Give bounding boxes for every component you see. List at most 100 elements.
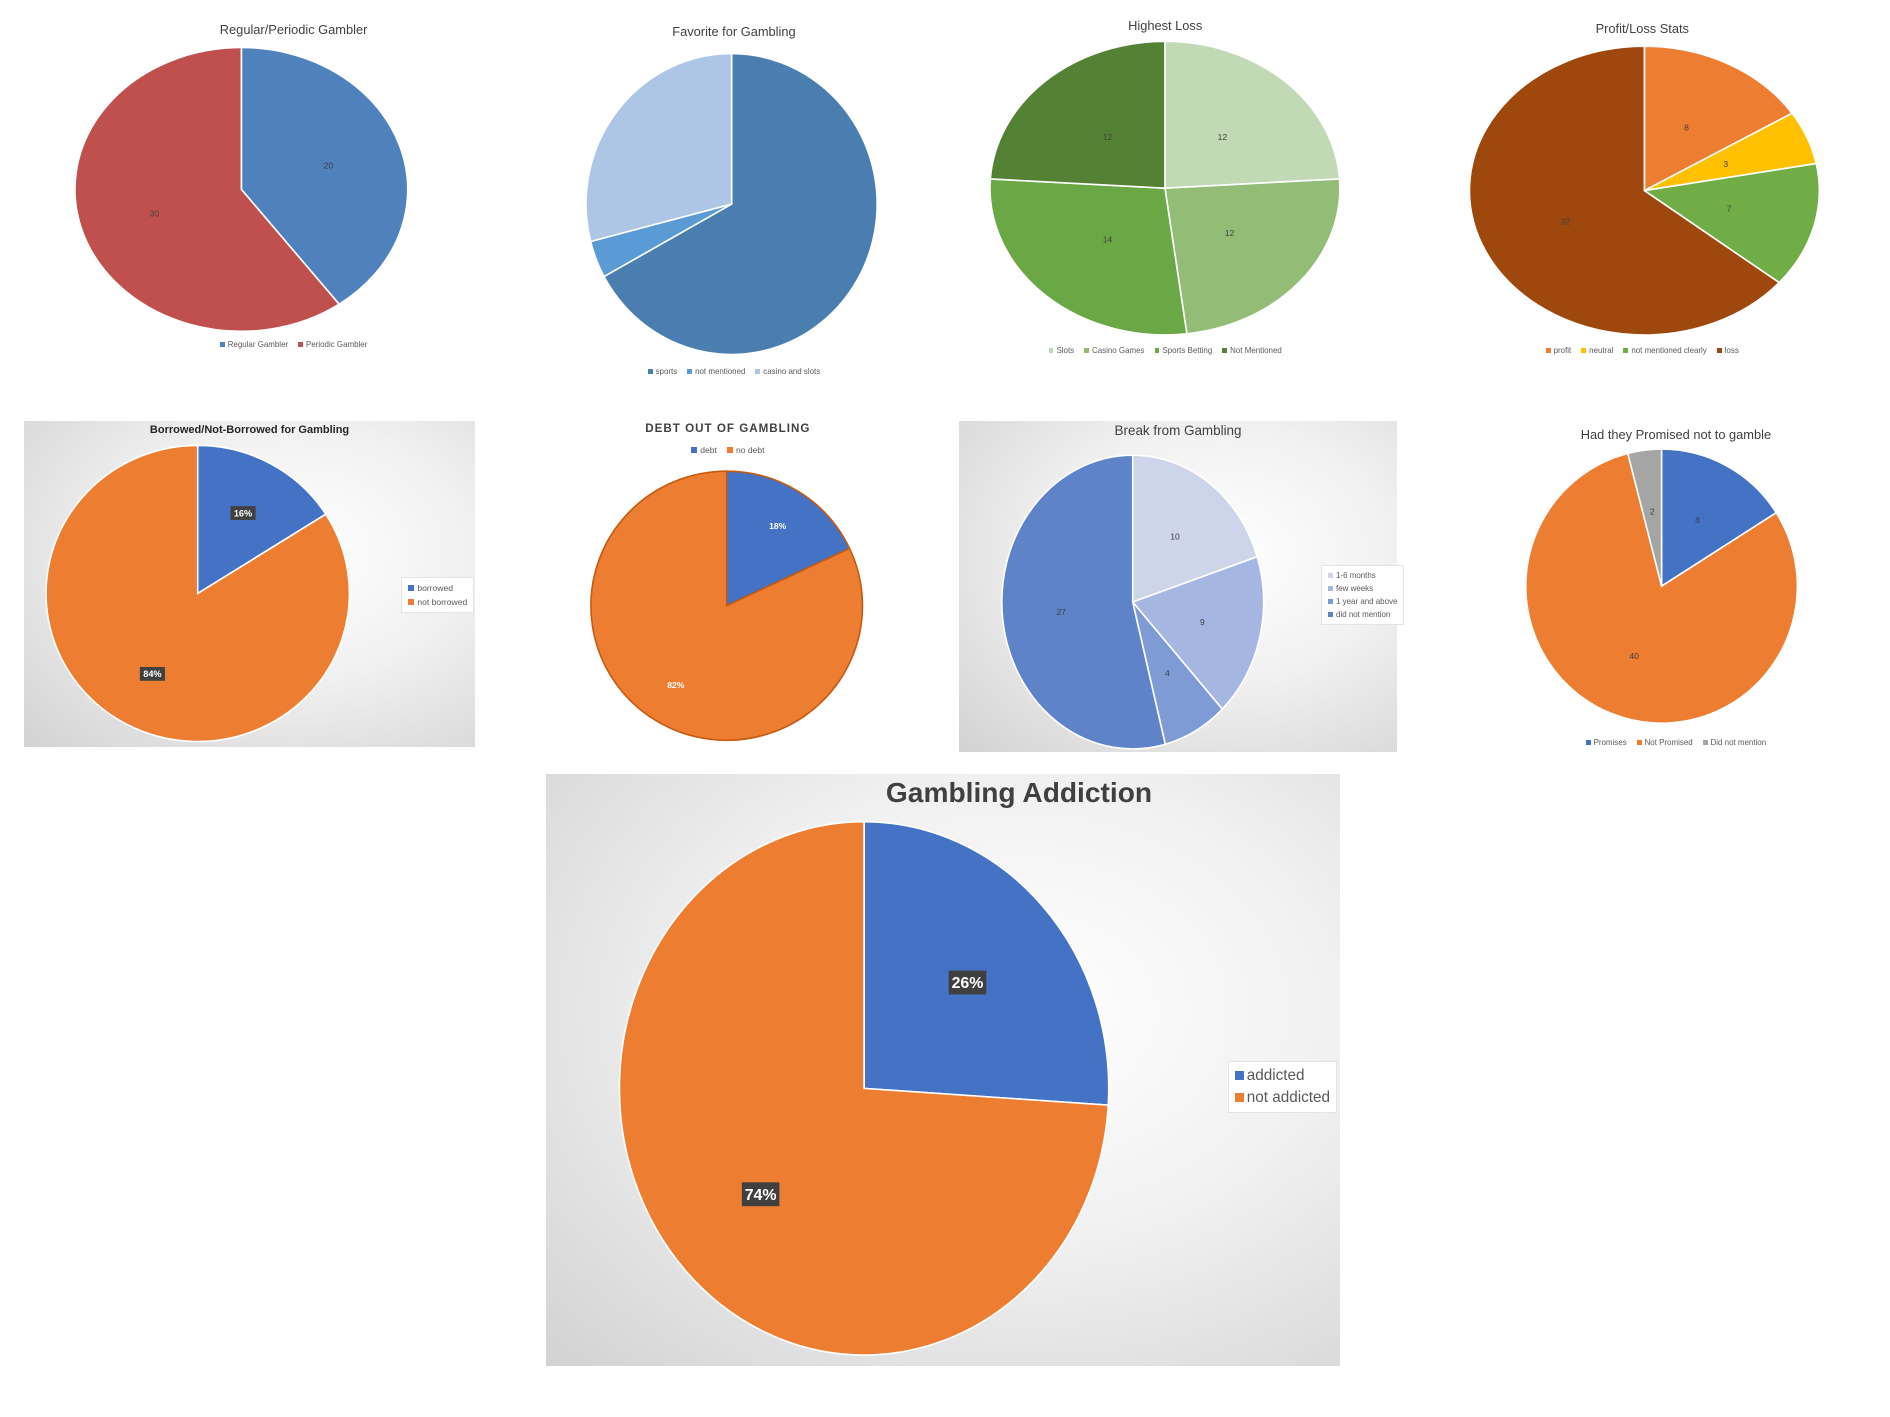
legend-swatch	[408, 599, 415, 606]
legend-swatch	[1636, 739, 1642, 745]
legend-label: not addicted	[1246, 1088, 1330, 1106]
legend-swatch	[726, 447, 733, 454]
legend-label: not borrowed	[417, 597, 468, 608]
chart-title: Break from Gambling	[1114, 423, 1242, 439]
data-label-borrowed: 16%	[234, 508, 252, 518]
chart-legend: borrowed not borrowed	[401, 577, 475, 614]
legend-label: Casino Games	[1092, 346, 1145, 356]
legend-swatch	[1084, 348, 1090, 354]
legend-label: Not Promised	[1644, 737, 1693, 747]
legend-swatch	[1581, 348, 1587, 354]
pie-slice-did-not-mention	[1626, 448, 1663, 587]
legend-item-not-mentioned: not mentioned	[687, 367, 745, 376]
legend-swatch	[1235, 1093, 1244, 1102]
data-label-slots: 12	[1217, 132, 1227, 142]
data-label-box	[140, 666, 166, 681]
legend-label: debt	[700, 445, 717, 456]
chart-panel-debt-out-of-gambling: DEBT OUT OF GAMBLING 18% 82% debt no debt	[575, 421, 881, 751]
legend-swatch	[1545, 348, 1551, 354]
pie-chart: 16% 84%	[45, 444, 351, 743]
pie-slice-not-promised	[1524, 452, 1798, 724]
legend-label: loss	[1724, 346, 1739, 356]
data-label-promises: 8	[1695, 515, 1700, 525]
chart-title: Profit/Loss Stats	[1595, 20, 1689, 36]
legend-item-not-mentioned-clearly: not mentioned clearly	[1623, 346, 1707, 356]
legend-item-debt: debt	[691, 445, 717, 455]
pie-slice-loss	[1468, 45, 1781, 336]
chart-legend: debt no debt	[575, 445, 881, 455]
legend-label: not mentioned clearly	[1631, 346, 1707, 356]
pie-chart	[585, 53, 878, 356]
pie-slice-casino-games	[1163, 178, 1341, 335]
pie-slice-borrowed	[197, 444, 328, 595]
data-label-few-weeks: 9	[1200, 617, 1205, 627]
legend-item-no-debt: no debt	[726, 445, 765, 456]
legend-item-regular-gambler: Regular Gambler	[219, 340, 289, 350]
legend-item-1-year-and-above: 1 year and above	[1328, 597, 1397, 606]
legend-swatch	[691, 447, 698, 454]
chart-legend: Promises Not Promised Did not mention	[1505, 738, 1848, 747]
data-label-not-mentioned-clearly: 7	[1726, 204, 1731, 214]
legend-item-1-6-months: 1-6 months	[1328, 571, 1397, 580]
legend-label: profit	[1553, 346, 1572, 356]
data-label-loss: 32	[1560, 217, 1570, 227]
legend-swatch	[1585, 739, 1591, 745]
legend-swatch	[687, 369, 693, 374]
data-label-periodic-gambler: 30	[149, 209, 159, 219]
data-label-not-borrowed: 84%	[144, 669, 162, 679]
data-label-not-promised: 40	[1629, 651, 1639, 661]
legend-item-promises: Promises	[1585, 738, 1627, 747]
chart-title: Had they Promised not to gamble	[1580, 426, 1772, 442]
legend-swatch	[1328, 586, 1334, 592]
data-label-1-6-months: 10	[1170, 532, 1180, 542]
legend-label: sports	[655, 366, 678, 376]
data-label-box	[741, 1182, 779, 1207]
legend-label: Regular Gambler	[227, 340, 289, 350]
legend-swatch	[219, 342, 225, 347]
legend-item-casino-and-slots: casino and slots	[755, 367, 820, 376]
chart-panel-borrowed-not-borrowed-for-gambling: Borrowed/Not-Borrowed for Gambling 16% 84%…	[24, 420, 475, 748]
legend-label: Slots	[1056, 346, 1075, 356]
data-label-sports-betting: 14	[1102, 235, 1112, 245]
chart-panel-regular-periodic-gambler: Regular/Periodic Gambler 20 30 Regular Gamb…	[73, 12, 502, 367]
chart-panel-gambling-addiction: Gambling Addiction 26% 74% addicted not addi…	[545, 774, 1340, 1367]
pie-slice-debt	[725, 470, 851, 607]
pie-slice-addicted	[862, 821, 1110, 1107]
chart-panel-break-from-gambling: Break from Gambling 10 9 4 27 1-6 months few w…	[959, 420, 1405, 753]
pie-chart: 26% 74%	[618, 821, 1110, 1357]
legend-label: no debt	[736, 445, 765, 456]
pie-slice-casino-and-slots	[585, 53, 733, 243]
legend-label: neutral	[1589, 346, 1614, 356]
pie-slice-promises	[1660, 448, 1777, 588]
data-label-casino-games: 12	[1225, 228, 1235, 238]
data-label-no-debt: 82%	[667, 680, 685, 690]
legend-label: Not Mentioned	[1230, 346, 1282, 356]
pie-slice-periodic-gambler	[73, 46, 340, 333]
legend-item-did-not-mention: did not mention	[1328, 610, 1397, 619]
legend-item-did-not-mention: Did not mention	[1702, 738, 1766, 747]
pie-slice-1-6-months	[1131, 454, 1259, 604]
data-label-debt: 18%	[769, 521, 787, 531]
pie-chart: 10 9 4 27	[1001, 454, 1265, 750]
chart-title: Highest Loss	[1128, 18, 1203, 34]
legend-swatch	[755, 369, 761, 374]
chart-panel-had-they-promised-not-to-gamble: Had they Promised not to gamble 8 40 2 Promi…	[1505, 421, 1848, 757]
legend-label: not mentioned	[695, 366, 746, 376]
legend-item-casino-games: Casino Games	[1084, 346, 1145, 356]
data-label-box	[230, 505, 257, 520]
pie-slice-not-mentioned-clearly	[1641, 162, 1820, 284]
legend-item-neutral: neutral	[1581, 346, 1613, 355]
legend-swatch	[1048, 348, 1054, 354]
legend-item-addicted: addicted	[1235, 1067, 1330, 1085]
data-label-not-mentioned: 12	[1102, 132, 1112, 142]
pie-chart: 12 12 14 12	[988, 40, 1341, 336]
legend-swatch	[1716, 348, 1722, 354]
chart-panel-profit-loss-stats: Profit/Loss Stats 8 3 7 32 profit neutral not m…	[1456, 12, 1829, 361]
legend-item-sports: sports	[647, 366, 678, 376]
pie-slice-few-weeks	[1131, 555, 1265, 711]
legend-label: few weeks	[1336, 584, 1374, 594]
pie-slice-not-mentioned	[989, 40, 1166, 190]
chart-title: Favorite for Gambling	[672, 24, 796, 40]
legend-label: Sports Betting	[1162, 346, 1213, 356]
legend-label: Periodic Gambler	[306, 340, 368, 350]
